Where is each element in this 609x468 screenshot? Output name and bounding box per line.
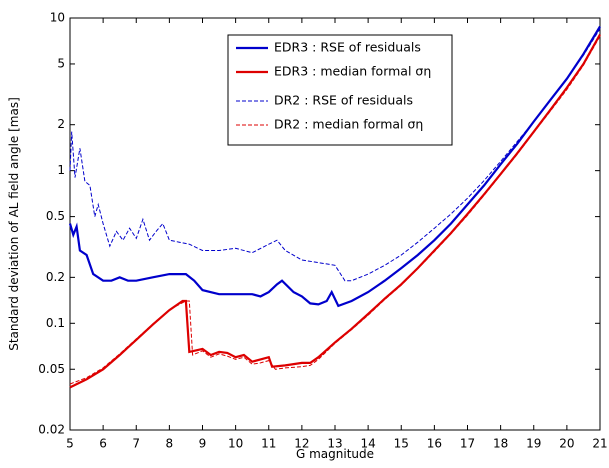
x-tick-label: 5 xyxy=(66,437,74,451)
y-tick-label: 2 xyxy=(57,117,65,131)
x-tick-label: 19 xyxy=(526,437,541,451)
x-tick-label: 18 xyxy=(493,437,508,451)
x-tick-label: 15 xyxy=(394,437,409,451)
x-tick-label: 10 xyxy=(228,437,243,451)
x-tick-label: 17 xyxy=(460,437,475,451)
y-tick-label: 0.1 xyxy=(46,316,65,330)
x-tick-label: 9 xyxy=(199,437,207,451)
x-tick-label: 11 xyxy=(261,437,276,451)
legend-label: DR2 : median formal ση xyxy=(274,117,423,132)
x-tick-label: 12 xyxy=(294,437,309,451)
x-tick-label: 16 xyxy=(427,437,442,451)
legend-box xyxy=(227,34,453,146)
y-tick-label: 0.05 xyxy=(38,362,65,376)
series-line xyxy=(69,33,601,389)
x-tick-label: 13 xyxy=(327,437,342,451)
y-tick-label: 5 xyxy=(57,56,65,70)
y-tick-label: 0.2 xyxy=(46,270,65,284)
x-tick-label: 14 xyxy=(360,437,375,451)
x-tick-label: 6 xyxy=(99,437,107,451)
y-tick-label: 0.5 xyxy=(46,209,65,223)
x-tick-label: 21 xyxy=(592,437,607,451)
y-tick-label: 1 xyxy=(57,163,65,177)
x-axis-label: G magnitude xyxy=(296,447,374,461)
series-line xyxy=(69,35,601,385)
y-tick-label: 0.02 xyxy=(38,423,65,437)
x-tick-label: 8 xyxy=(166,437,174,451)
y-axis-label: Standard deviation of AL field angle [ma… xyxy=(7,97,21,351)
legend-label: DR2 : RSE of residuals xyxy=(274,93,413,108)
series-line xyxy=(69,28,601,282)
x-tick-label: 20 xyxy=(559,437,574,451)
legend-label: EDR3 : median formal ση xyxy=(274,64,431,79)
legend-label: EDR3 : RSE of residuals xyxy=(274,40,421,55)
series-line xyxy=(68,25,601,308)
y-tick-label: 10 xyxy=(50,11,65,25)
x-tick-label: 7 xyxy=(132,437,140,451)
